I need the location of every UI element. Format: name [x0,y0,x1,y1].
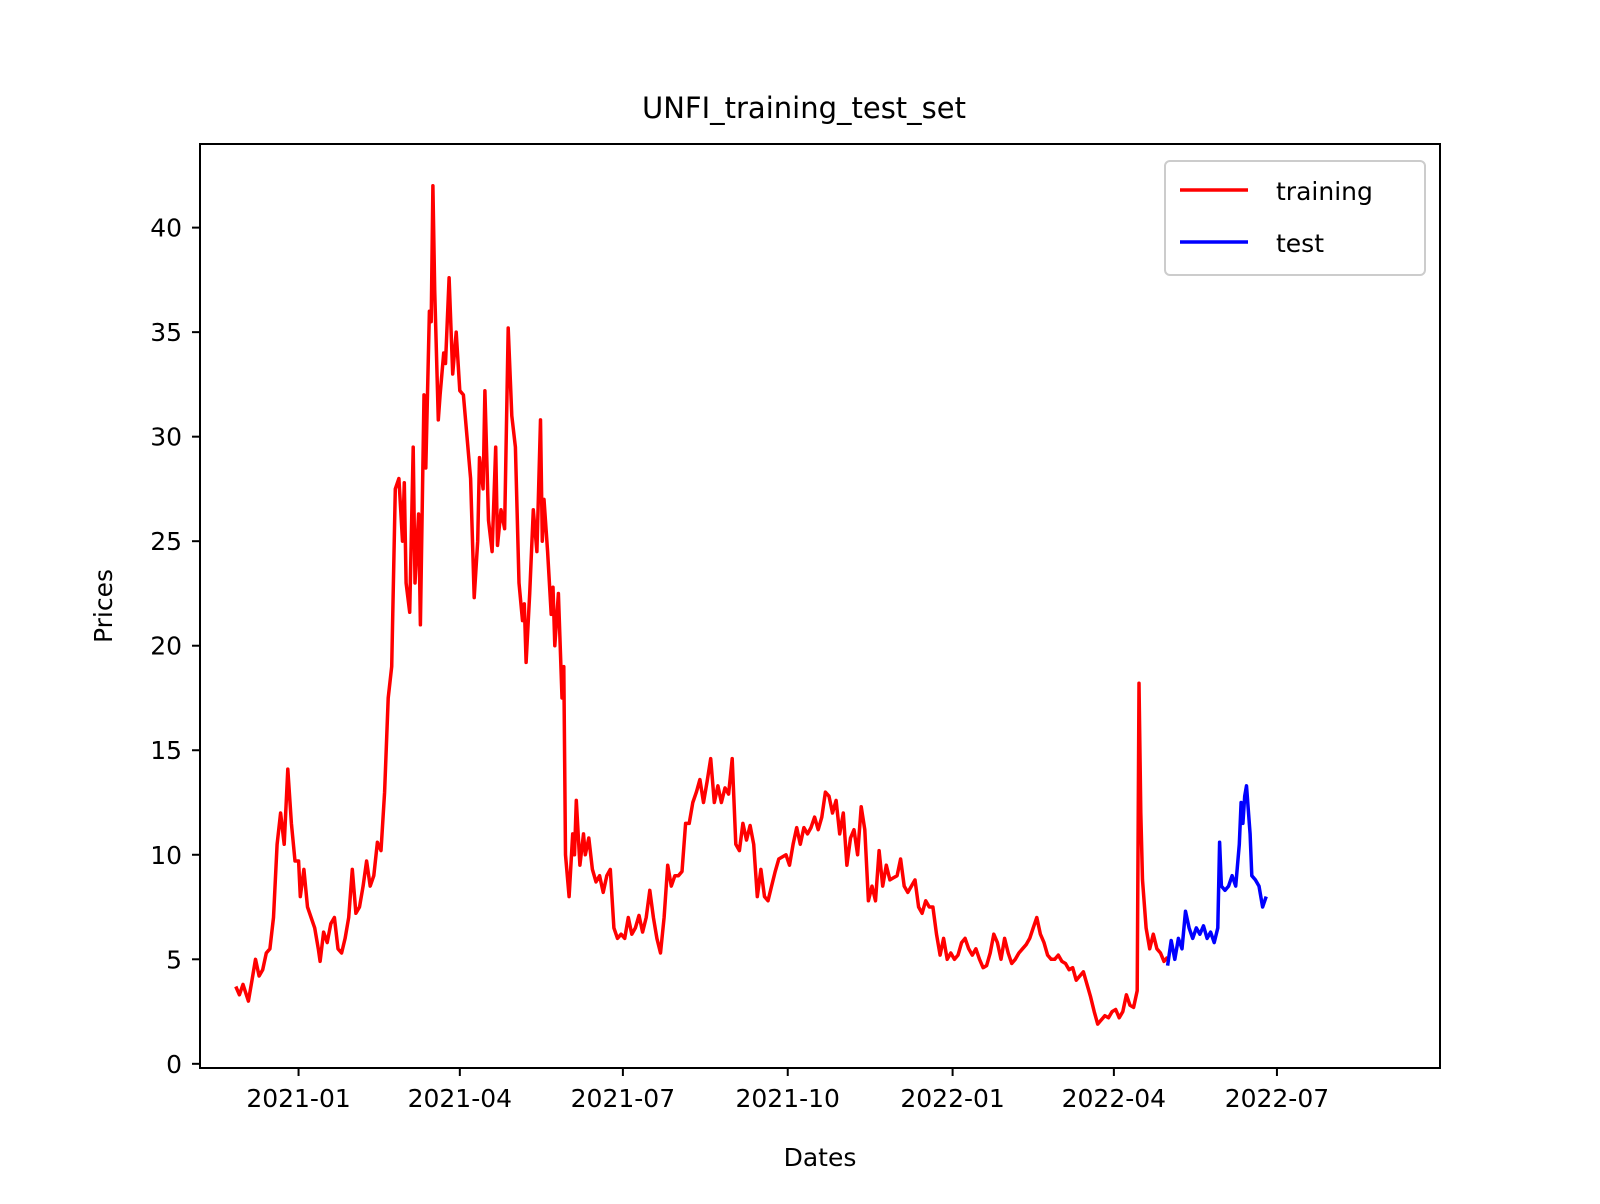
x-tick-label: 2021-10 [736,1084,840,1113]
legend: training test [1164,160,1426,276]
chart-title: UNFI_training_test_set [642,91,966,125]
y-tick-label: 10 [150,841,182,870]
y-tick-label: 0 [166,1050,182,1079]
y-tick-label: 40 [150,214,182,243]
x-tick-label: 2021-04 [408,1084,512,1113]
x-tick-label: 2021-01 [246,1084,350,1113]
x-axis: 2021-01 2021-04 2021-07 2021-10 2022-01 2022-… [246,1068,1329,1113]
series-line-test [1165,784,1268,966]
y-axis-label: Prices [89,569,118,643]
x-tick-label: 2022-01 [900,1084,1004,1113]
x-axis-label: Dates [784,1143,857,1172]
y-tick-label: 20 [150,632,182,661]
y-tick-label: 30 [150,423,182,452]
series-line-training [234,184,1169,1026]
y-tick-label: 25 [150,527,182,556]
y-tick-label: 5 [166,945,182,974]
x-tick-label: 2022-07 [1225,1084,1329,1113]
legend-label-training: training [1276,177,1373,206]
plot-area [234,184,1268,1026]
axes-frame [199,143,1441,1069]
x-tick-label: 2021-07 [571,1084,675,1113]
y-tick-label: 15 [150,736,182,765]
legend-label-test: test [1276,229,1324,258]
x-tick-label: 2022-04 [1062,1084,1166,1113]
y-axis: 0 5 10 15 20 25 30 35 40 [150,214,200,1079]
y-tick-label: 35 [150,318,182,347]
